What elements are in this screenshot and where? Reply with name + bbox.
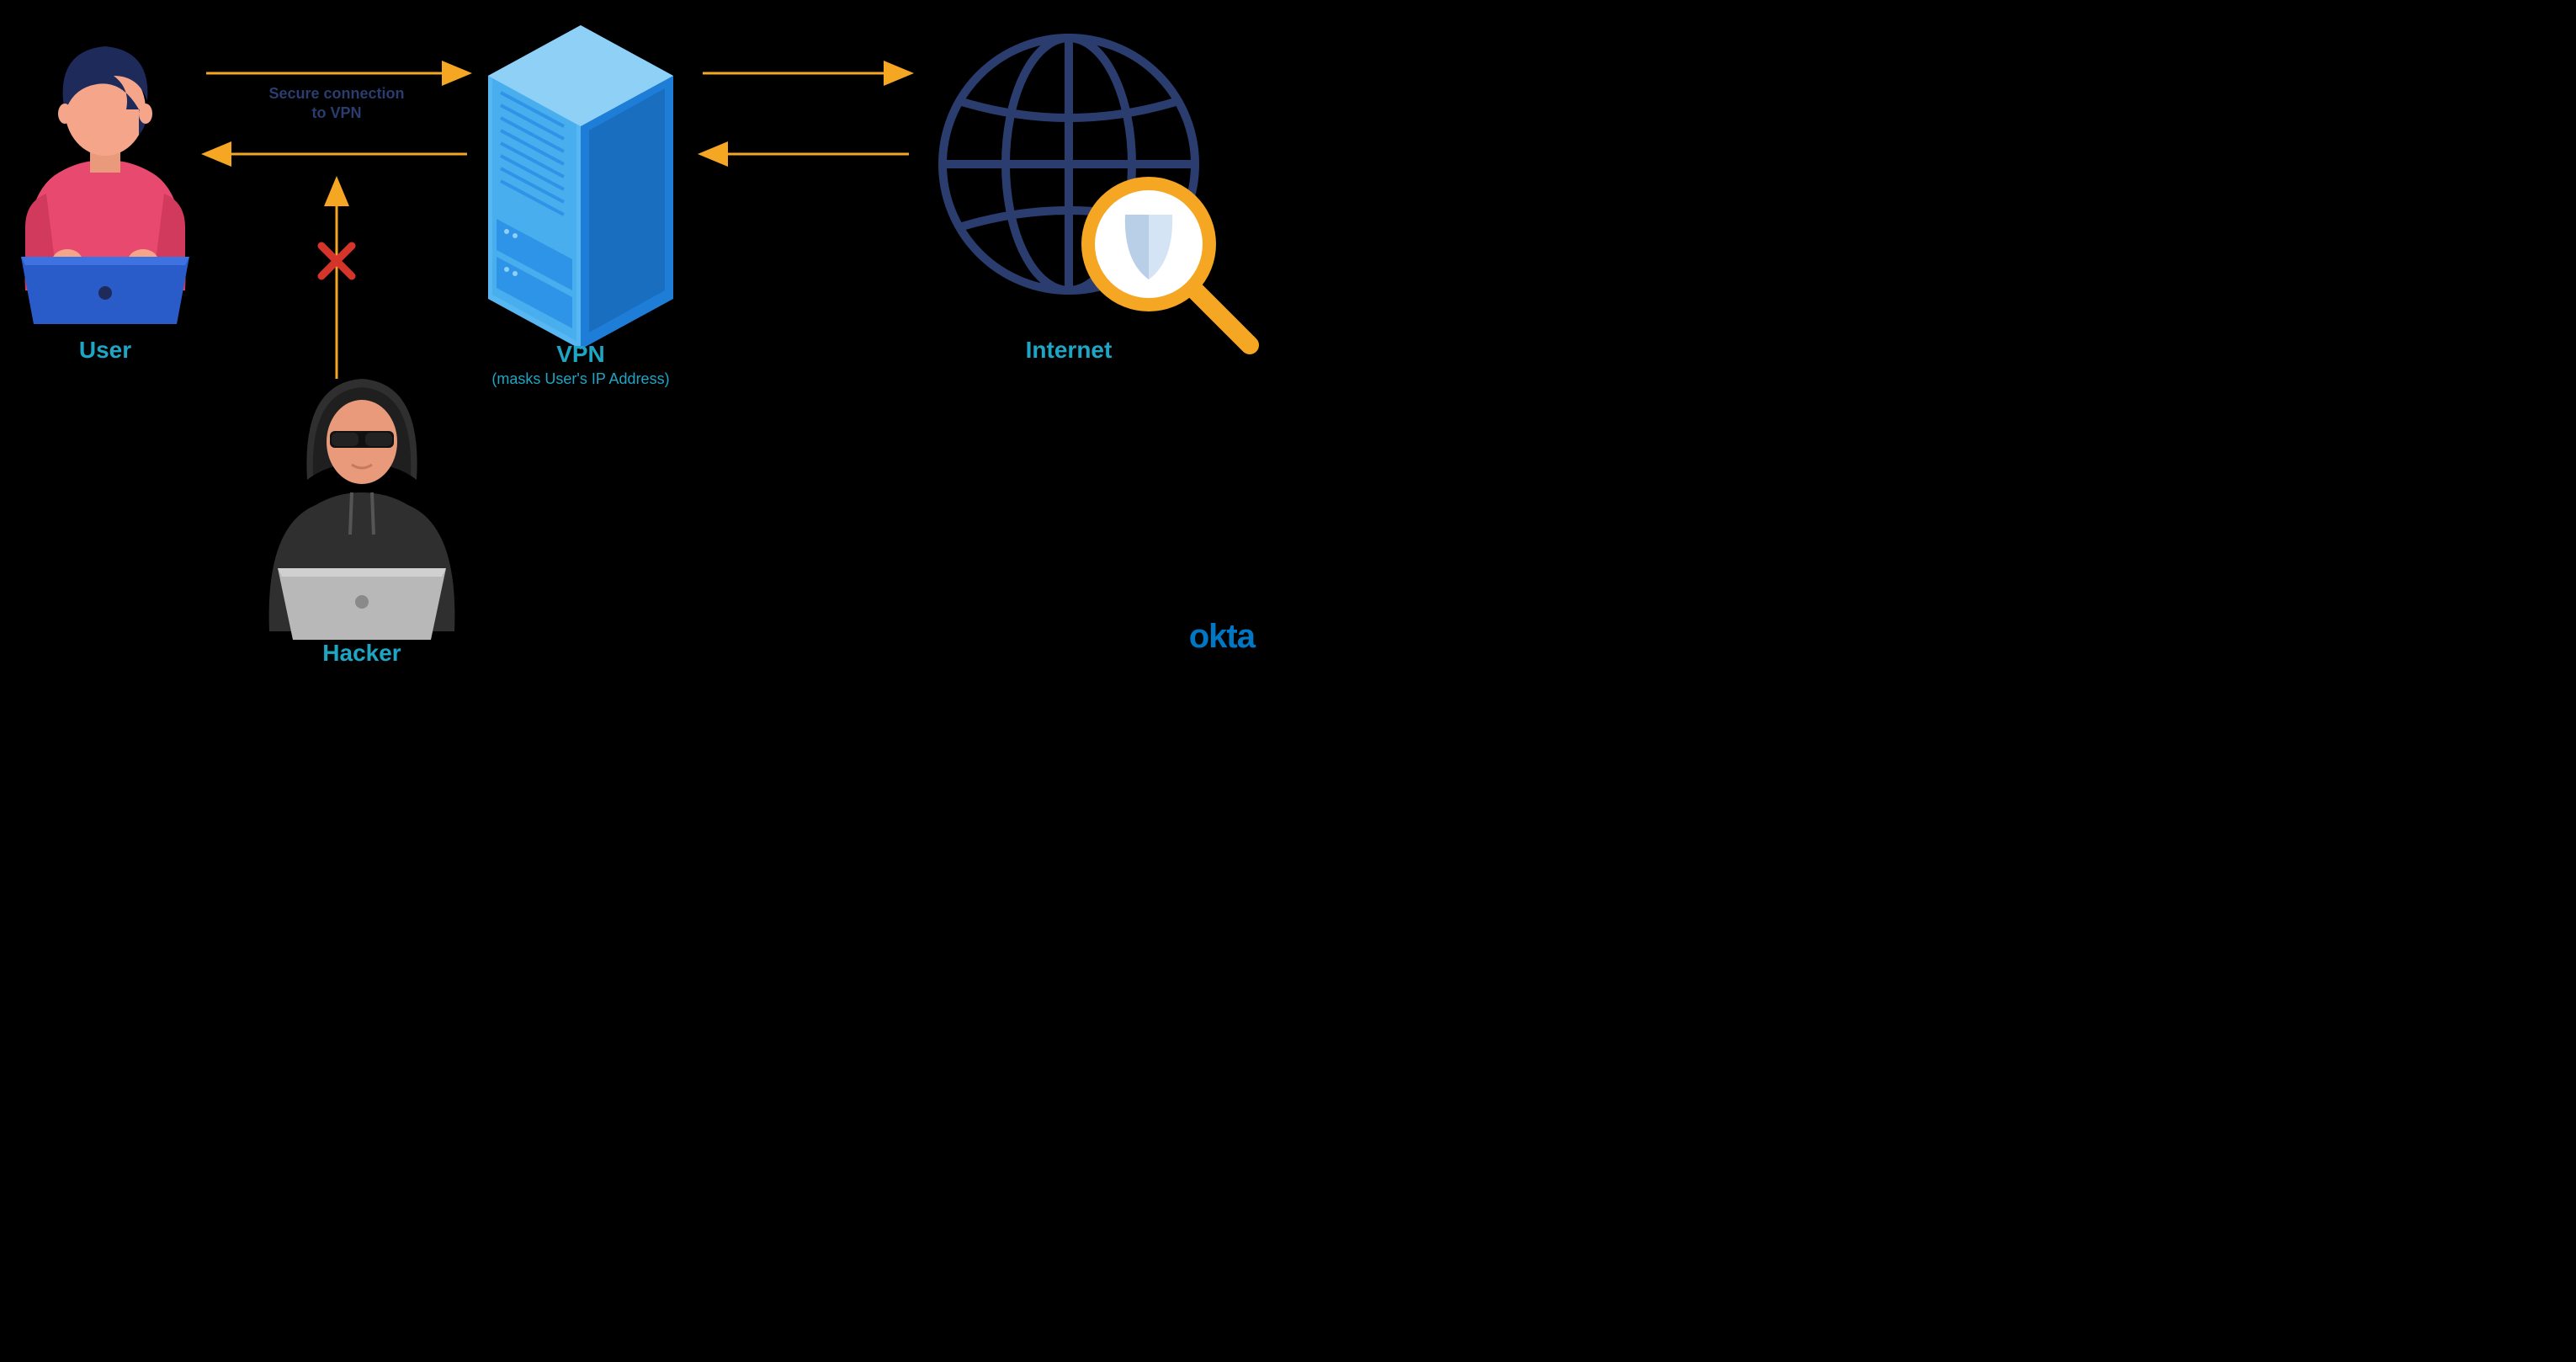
blocked-x-icon (321, 246, 352, 276)
user-label: User (42, 337, 168, 364)
arrow-caption: Secure connection to VPN (219, 84, 454, 124)
hacker-icon (269, 379, 455, 640)
arrow-caption-line2: to VPN (311, 104, 361, 121)
hacker-label: Hacker (286, 640, 438, 667)
brand-logo: okta (1189, 618, 1255, 656)
internet-icon (943, 38, 1250, 345)
user-icon (21, 46, 189, 324)
vpn-label: VPN (497, 341, 665, 368)
arrow-caption-line1: Secure connection (268, 85, 404, 102)
vpn-sublabel: (masks User's IP Address) (454, 370, 707, 388)
vpn-server-icon (488, 25, 673, 349)
internet-label: Internet (985, 337, 1153, 364)
